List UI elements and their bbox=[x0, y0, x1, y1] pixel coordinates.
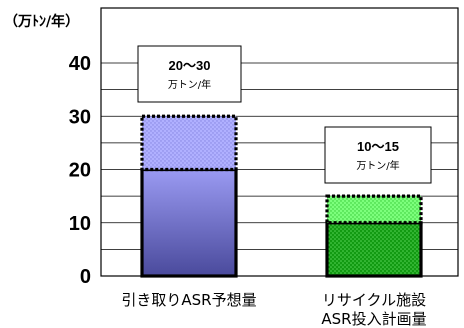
unit-label: （万ﾄﾝ/年） bbox=[4, 13, 79, 30]
x-category-label: ASR投入計画量 bbox=[321, 310, 426, 328]
bar-segment-range bbox=[140, 114, 238, 172]
x-category-label: リサイクル施設 bbox=[322, 291, 426, 309]
y-tick-label: 0 bbox=[80, 266, 91, 288]
bar-segment-base bbox=[140, 167, 238, 278]
y-tick-label: 10 bbox=[69, 213, 91, 235]
annotation-box: 20〜30 万トン/年 bbox=[137, 45, 242, 103]
annotation-box: 10〜15 万トン/年 bbox=[324, 126, 432, 184]
bars bbox=[140, 114, 423, 278]
y-tick-label: 20 bbox=[69, 160, 91, 182]
annotation-value: 10〜15 bbox=[357, 139, 399, 154]
y-tick-label: 40 bbox=[69, 53, 91, 75]
plot-area-frame bbox=[100, 7, 459, 277]
y-tick-label: 30 bbox=[69, 106, 91, 128]
annotation-frame bbox=[137, 45, 242, 103]
bar-segment-base bbox=[325, 221, 423, 278]
annotation-frame bbox=[324, 126, 432, 184]
annotation-unit: 万トン/年 bbox=[356, 159, 399, 172]
bar-segment-range bbox=[325, 194, 423, 225]
x-category-label: 引き取りASR予想量 bbox=[121, 291, 256, 309]
annotations: 20〜30 万トン/年 10〜15 万トン/年 bbox=[137, 45, 432, 184]
y-axis-ticks: 0 10 20 30 40 bbox=[69, 53, 91, 288]
annotation-unit: 万トン/年 bbox=[168, 78, 211, 91]
annotation-value: 20〜30 bbox=[169, 58, 211, 73]
